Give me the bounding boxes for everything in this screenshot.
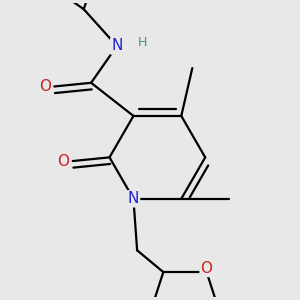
Text: N: N: [111, 38, 123, 53]
Text: O: O: [201, 261, 213, 276]
Text: O: O: [39, 79, 51, 94]
Text: O: O: [58, 154, 70, 169]
Text: N: N: [128, 191, 139, 206]
Text: H: H: [138, 36, 147, 49]
